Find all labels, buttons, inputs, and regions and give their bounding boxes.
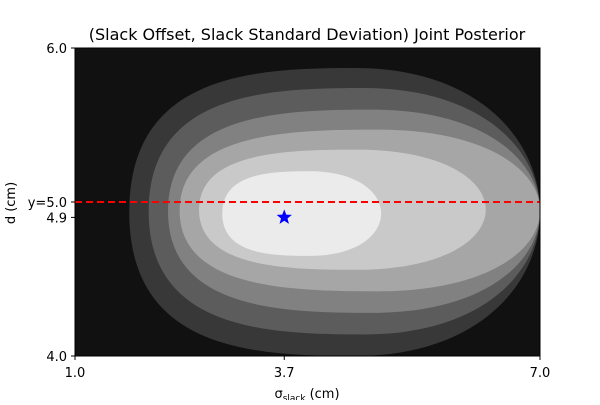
contour-fill-group <box>75 48 540 356</box>
y-axis-label: d (cm) <box>4 182 19 224</box>
y-tick-label: y=5.0 <box>28 196 67 211</box>
x-axis-label-unit: (cm) <box>310 387 340 400</box>
x-tick-label: 3.7 <box>274 366 295 381</box>
y-tick-label: 4.9 <box>46 211 67 226</box>
x-tick-label: 1.0 <box>65 366 86 381</box>
x-tick-label: 7.0 <box>530 366 551 381</box>
marker-group <box>276 209 292 224</box>
star-marker <box>276 209 292 224</box>
chart-title: (Slack Offset, Slack Standard Deviation)… <box>89 25 526 44</box>
contour-level-7 <box>222 171 382 256</box>
y-tick-label: 4.0 <box>46 350 67 365</box>
x-axis-label-sub: slack <box>283 394 307 400</box>
x-axis-ticks: 1.0 3.7 7.0 <box>65 356 551 381</box>
y-tick-label: 6.0 <box>46 42 67 57</box>
x-axis-label: σslack (cm) <box>274 387 339 400</box>
y-axis-ticks: 4.0 4.9y=5.0 6.0 <box>28 42 75 365</box>
x-axis-label-main: σ <box>274 387 282 400</box>
